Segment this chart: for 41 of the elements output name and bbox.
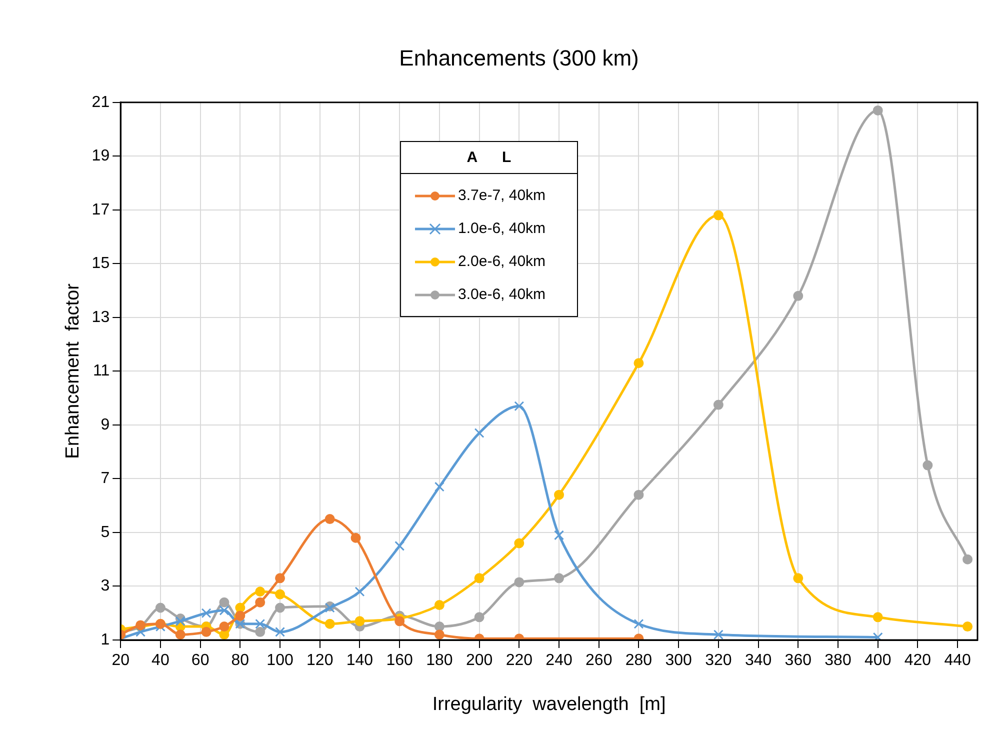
x-tick-label: 420 xyxy=(904,652,932,670)
x-tick-label: 200 xyxy=(466,652,493,670)
x-tick-label: 60 xyxy=(191,652,210,670)
chart-title: Enhancements (300 km) xyxy=(399,45,639,70)
y-tick-label: 11 xyxy=(92,362,110,380)
y-tick-label: 17 xyxy=(92,201,110,218)
y-axis-title: Enhancement factor xyxy=(62,282,84,459)
legend-label: 1.0e-6, 40km xyxy=(458,220,546,237)
legend-label: 3.7e-7, 40km xyxy=(458,187,546,204)
x-tick-label: 320 xyxy=(705,652,732,670)
y-tick-label: 1 xyxy=(100,631,110,648)
x-tick-label: 300 xyxy=(665,652,692,670)
y-tick-label: 5 xyxy=(100,524,110,541)
x-tick-label: 400 xyxy=(864,652,892,670)
x-tick-label: 260 xyxy=(586,652,612,670)
x-tick-label: 80 xyxy=(231,652,250,670)
x-tick-label: 100 xyxy=(266,652,294,670)
x-tick-label: 120 xyxy=(306,652,334,670)
x-tick-label: 360 xyxy=(784,652,812,670)
y-tick-label: 19 xyxy=(92,148,110,165)
x-tick-label: 160 xyxy=(386,652,414,670)
x-tick-label: 220 xyxy=(506,652,533,670)
y-tick-label: 21 xyxy=(92,94,110,111)
x-tick-label: 280 xyxy=(625,652,652,670)
x-tick-label: 40 xyxy=(152,652,170,670)
y-tick-label: 13 xyxy=(92,308,110,326)
legend-label: 3.0e-6, 40km xyxy=(458,286,546,303)
legend-label: 2.0e-6, 40km xyxy=(458,253,546,270)
x-tick-label: 240 xyxy=(546,652,572,670)
x-tick-label: 20 xyxy=(112,652,130,670)
x-tick-label: 440 xyxy=(944,652,972,670)
x-tick-label: 380 xyxy=(824,652,852,670)
x-tick-label: 140 xyxy=(346,652,374,670)
y-tick-label: 15 xyxy=(92,255,110,272)
y-tick-label: 3 xyxy=(100,578,110,595)
y-tick-label: 7 xyxy=(100,470,110,488)
legend-title: A L xyxy=(466,148,512,168)
x-axis-title: Irregularity wavelength [m] xyxy=(432,694,666,715)
x-tick-label: 180 xyxy=(426,652,453,670)
y-tick-label: 9 xyxy=(100,416,110,434)
x-tick-label: 340 xyxy=(744,652,772,670)
